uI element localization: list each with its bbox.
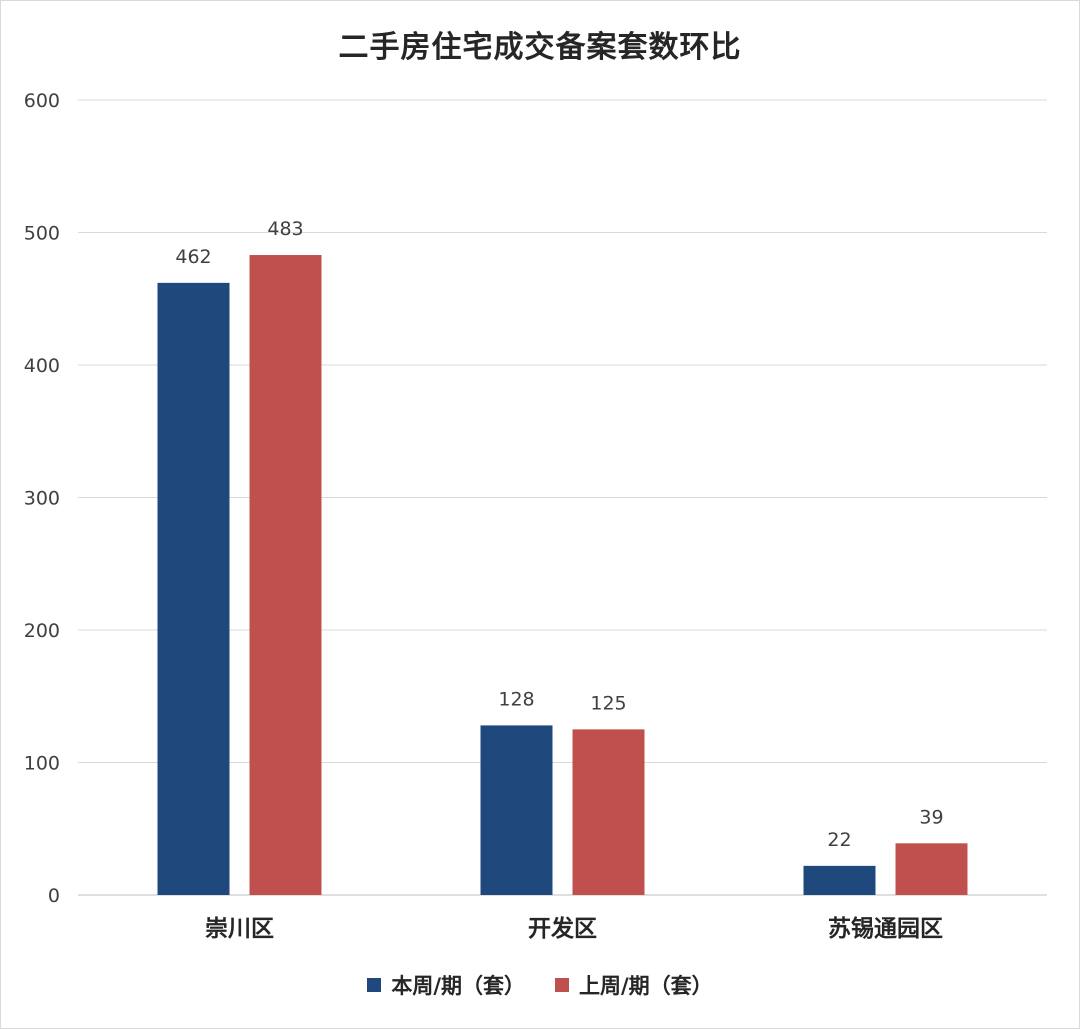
data-label: 125 — [590, 692, 626, 714]
y-tick-label: 100 — [24, 753, 60, 775]
y-tick-label: 400 — [24, 355, 60, 377]
legend-item-previous: 上周/期（套） — [555, 970, 713, 1000]
bar-current — [803, 865, 876, 895]
y-tick-label: 300 — [24, 488, 60, 510]
data-label: 39 — [919, 806, 943, 828]
y-tick-label: 0 — [48, 885, 60, 907]
x-tick-label: 开发区 — [528, 915, 597, 942]
legend: 本周/期（套） 上周/期（套） — [0, 970, 1080, 1000]
legend-swatch-current — [367, 978, 382, 992]
y-tick-label: 200 — [24, 620, 60, 642]
data-labels: 462 483 128 125 22 39 — [175, 218, 943, 851]
x-axis-ticks: 崇川区 开发区 苏锡通园区 — [205, 915, 943, 942]
x-tick-label: 崇川区 — [205, 915, 274, 942]
data-label: 128 — [498, 688, 534, 710]
data-label: 462 — [175, 246, 211, 268]
data-label: 22 — [827, 829, 851, 851]
y-tick-label: 600 — [24, 90, 60, 112]
bar-previous — [249, 255, 322, 895]
legend-swatch-previous — [555, 978, 569, 992]
y-tick-label: 500 — [24, 223, 60, 245]
gridlines — [78, 99, 1047, 896]
bar-previous — [895, 843, 968, 895]
legend-label-current: 本周/期（套） — [391, 974, 525, 998]
legend-item-current: 本周/期（套） — [367, 970, 525, 1000]
bar-previous — [572, 729, 645, 895]
legend-label-previous: 上周/期（套） — [579, 974, 713, 998]
data-label: 483 — [267, 218, 303, 240]
y-axis-ticks: 0 100 200 300 400 500 600 — [24, 90, 60, 907]
x-tick-label: 苏锡通园区 — [828, 916, 943, 942]
chart-title: 二手房住宅成交备案套数环比 — [338, 30, 742, 65]
bar-current — [480, 725, 553, 895]
bars — [157, 255, 968, 896]
bar-current — [157, 282, 230, 896]
